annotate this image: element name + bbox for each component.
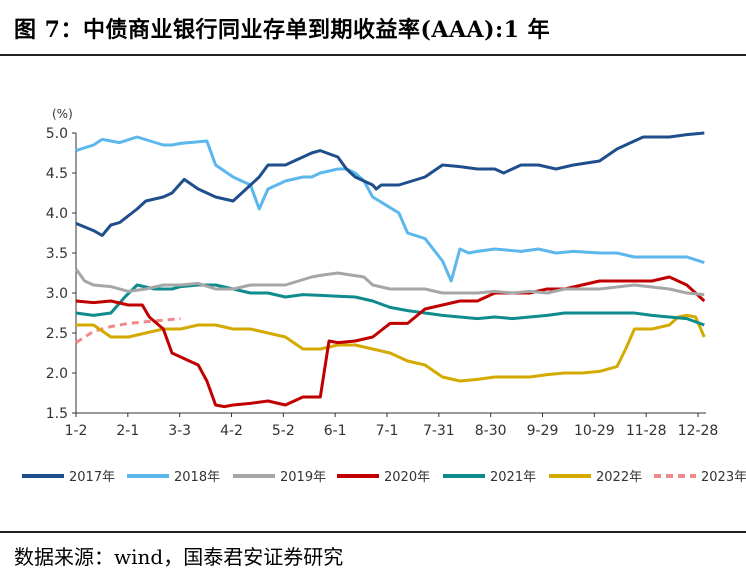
- series-lines: [74, 131, 706, 409]
- x-tick-label: 12-28: [678, 423, 719, 439]
- line-chart: (%) 5.0 4.5 4.0 3.5 3.0 2.5 2.0 1.5 1-2 2-1 3-3 4-…: [22, 107, 746, 485]
- x-tick-label: 7-31: [423, 423, 455, 439]
- y-tick-label: 1.5: [46, 406, 68, 422]
- legend-label: 2019年: [280, 470, 326, 485]
- y-tick-label: 5.0: [46, 126, 68, 142]
- x-tick-label: 2-1: [116, 423, 139, 439]
- bottom-divider: [0, 531, 746, 533]
- x-tick-label: 4-2: [220, 423, 243, 439]
- series-line-2017年: [75, 131, 705, 237]
- series-line-2018年: [75, 135, 705, 283]
- y-tick-label: 4.5: [46, 166, 68, 182]
- y-tick-label: 2.5: [46, 326, 68, 342]
- top-divider: [0, 54, 746, 56]
- figure-title: 图 7：中债商业银行同业存单到期收益率(AAA):1 年: [14, 17, 551, 43]
- x-tick-label: 3-3: [168, 423, 191, 439]
- series-line-2022年: [76, 313, 706, 383]
- legend-label: 2023年: [701, 470, 746, 485]
- legend-label: 2022年: [596, 470, 642, 485]
- y-tick-label: 3.5: [46, 246, 68, 262]
- x-tick-label: 5-2: [272, 423, 295, 439]
- x-tick-labels: 1-2 2-1 3-3 4-2 5-2 6-1 7-1 7-31 8-30 9-29 10-29 11…: [65, 423, 719, 439]
- x-tick-label: 7-1: [376, 423, 399, 439]
- legend-label: 2021年: [490, 470, 536, 485]
- x-tick-label: 1-2: [65, 423, 88, 439]
- axes: [72, 132, 706, 417]
- legend: 2017年 2018年 2019年 2020年 2021年 2022年 2023年: [22, 470, 746, 485]
- y-tick-label: 4.0: [46, 206, 68, 222]
- x-tick-label: 6-1: [324, 423, 347, 439]
- y-axis-unit-label: (%): [52, 107, 73, 121]
- x-tick-label: 8-30: [475, 423, 507, 439]
- x-tick-label: 10-29: [574, 423, 615, 439]
- source-note: 数据来源：wind，国泰君安证券研究: [14, 545, 344, 569]
- x-tick-label: 11-28: [626, 423, 667, 439]
- x-tick-label: 9-29: [527, 423, 559, 439]
- series-line-2021年: [75, 283, 705, 327]
- legend-label: 2020年: [384, 470, 430, 485]
- y-tick-label: 2.0: [46, 366, 68, 382]
- legend-label: 2017年: [69, 470, 115, 485]
- series-line-2019年: [74, 268, 705, 297]
- legend-label: 2018年: [174, 470, 220, 485]
- series-line-2020年: [75, 275, 706, 409]
- y-tick-labels: 5.0 4.5 4.0 3.5 3.0 2.5 2.0 1.5: [46, 126, 68, 422]
- y-tick-label: 3.0: [46, 286, 68, 302]
